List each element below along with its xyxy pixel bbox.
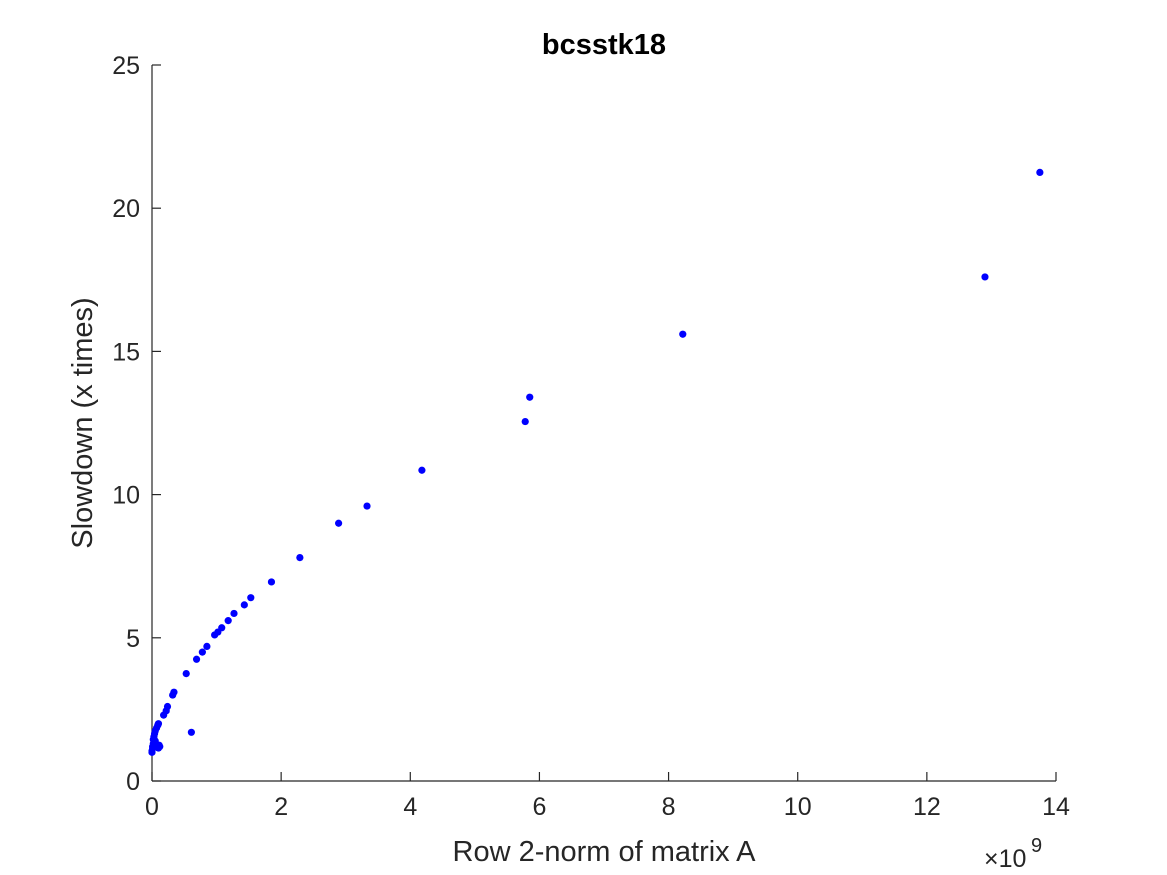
y-tick-label: 15 [112, 338, 140, 366]
x-exponent-base: ×10 [984, 845, 1026, 873]
data-point [170, 688, 178, 696]
x-exponent-label: ×10 9 [984, 835, 1042, 873]
data-point [187, 728, 195, 736]
x-tick-label: 0 [145, 793, 159, 821]
data-point [363, 502, 371, 510]
data-point [240, 601, 248, 609]
x-tick-label: 14 [1042, 793, 1070, 821]
x-tick-label: 4 [403, 793, 417, 821]
data-point [163, 702, 172, 711]
x-tick-label: 6 [532, 793, 546, 821]
data-point [418, 466, 426, 474]
x-tick-label: 12 [913, 793, 941, 821]
data-points [148, 168, 1044, 756]
data-point [1036, 168, 1044, 176]
x-tick-label: 8 [662, 793, 676, 821]
y-axis-label: Slowdown (x times) [67, 297, 99, 548]
data-point [154, 720, 163, 728]
y-axis-ticks: 0 5 10 15 20 25 [112, 52, 161, 796]
data-point [218, 624, 226, 632]
y-tick-label: 5 [126, 625, 140, 653]
x-tick-label: 10 [784, 793, 812, 821]
data-point [335, 519, 343, 527]
data-point [679, 330, 687, 338]
x-axis-label: Row 2-norm of matrix A [453, 836, 757, 868]
x-exponent-power: 9 [1031, 835, 1042, 857]
data-point [296, 554, 304, 562]
data-point [247, 594, 255, 602]
data-point [267, 578, 276, 586]
data-point [156, 743, 164, 751]
data-point [526, 393, 534, 401]
y-tick-label: 0 [126, 768, 140, 796]
data-point [521, 417, 529, 426]
y-tick-label: 25 [112, 52, 140, 80]
data-point [182, 670, 190, 678]
data-point [230, 609, 238, 618]
data-point [198, 648, 206, 656]
x-tick-label: 2 [274, 793, 288, 821]
chart-title: bcsstk18 [542, 29, 666, 61]
x-axis-ticks: 0 2 4 6 8 10 12 14 [145, 772, 1070, 821]
y-tick-label: 10 [112, 482, 140, 510]
data-point [192, 655, 201, 663]
y-tick-label: 20 [112, 195, 140, 223]
data-point [224, 617, 232, 625]
data-point [203, 642, 211, 650]
data-point [981, 273, 989, 281]
